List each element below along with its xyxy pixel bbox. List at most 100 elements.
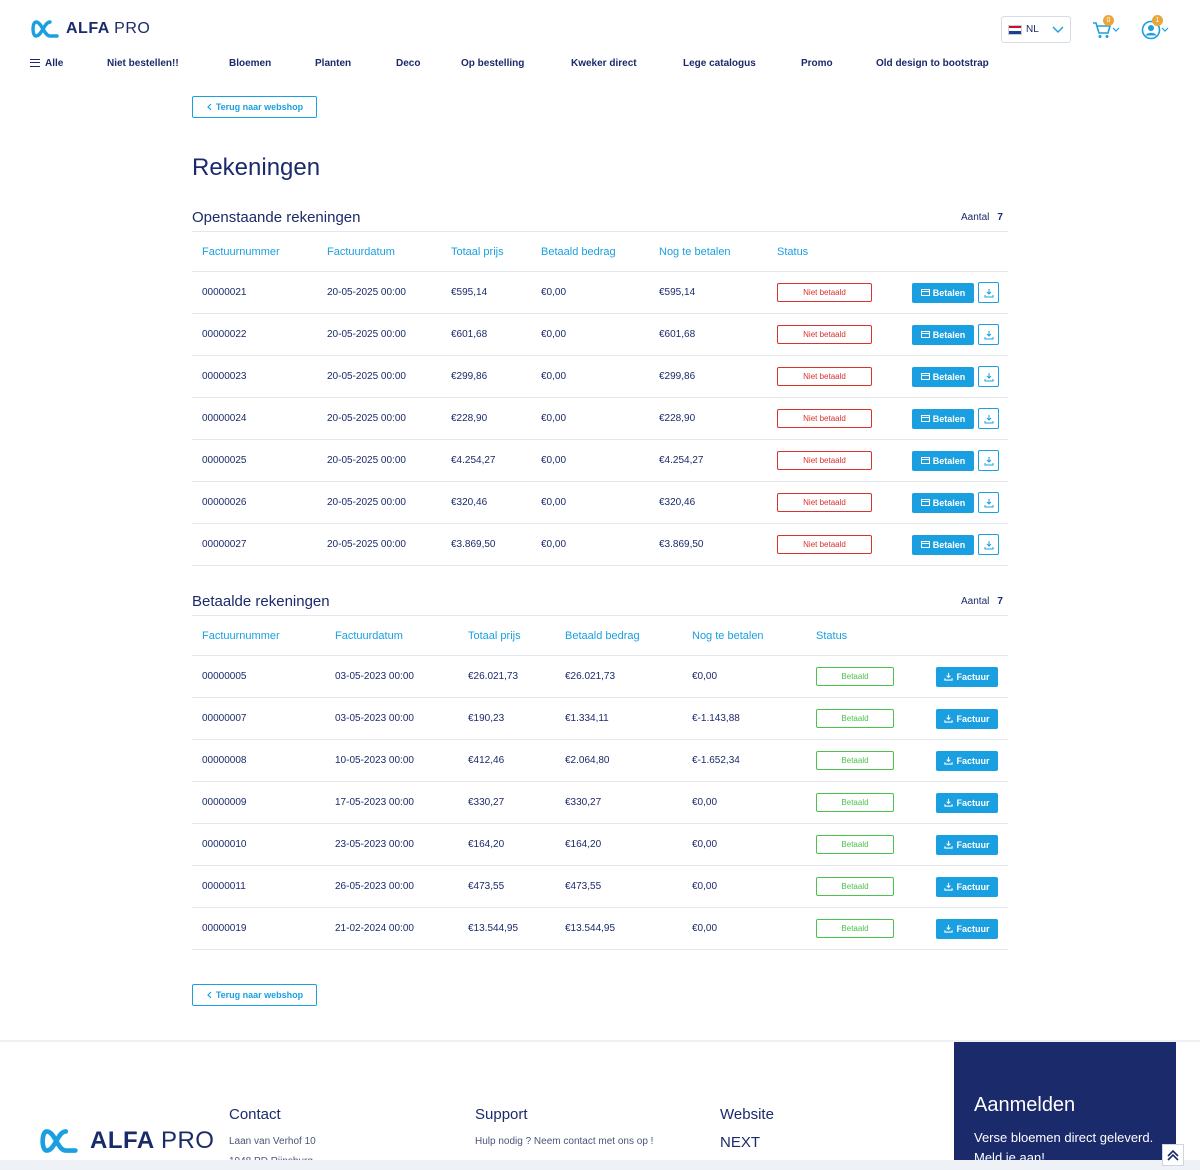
- invoice-download-button[interactable]: Factuur: [936, 918, 998, 939]
- cart-button[interactable]: 0: [1092, 15, 1120, 40]
- table-row: 00000023 20-05-2025 00:00 €299,86 €0,00 €299…: [192, 356, 1008, 398]
- download-button[interactable]: [978, 534, 999, 555]
- nav-item-niet-bestellen[interactable]: Niet bestellen!!: [107, 58, 179, 69]
- card-icon: [920, 457, 930, 464]
- invoice-total: €26.021,73: [468, 671, 519, 682]
- invoice-download-button[interactable]: Factuur: [936, 876, 998, 897]
- column-header[interactable]: Totaal prijs: [468, 629, 521, 642]
- table-row: 00000010 23-05-2023 00:00 €164,20 €164,20 €0…: [192, 824, 1008, 866]
- column-header[interactable]: Factuurnummer: [202, 245, 280, 258]
- nav-item-op-bestelling[interactable]: Op bestelling: [461, 58, 525, 69]
- card-icon: [920, 289, 930, 296]
- column-header[interactable]: Nog te betalen: [692, 629, 764, 642]
- language-select[interactable]: NL: [1001, 16, 1071, 43]
- status-cell: Betaald: [816, 656, 894, 697]
- invoice-amount-due: €299,86: [659, 371, 696, 382]
- nav-item-old-design[interactable]: Old design to bootstrap: [876, 58, 989, 69]
- column-header[interactable]: Totaal prijs: [451, 245, 504, 258]
- column-header[interactable]: Status: [777, 245, 809, 258]
- column-header[interactable]: Betaald bedrag: [541, 245, 616, 258]
- nav-item-planten[interactable]: Planten: [315, 58, 352, 69]
- nav-item-bloemen[interactable]: Bloemen: [229, 58, 272, 69]
- status-badge: Niet betaald: [777, 493, 872, 512]
- invoice-amount-due: €3.869,50: [659, 539, 704, 550]
- back-button-label: Terug naar webshop: [215, 102, 304, 112]
- download-icon: [944, 924, 954, 933]
- invoice-download-button[interactable]: Factuur: [936, 666, 998, 687]
- invoice-paid-amount: €0,00: [541, 539, 567, 550]
- pay-button[interactable]: Betalen: [912, 492, 974, 513]
- download-icon: [984, 288, 993, 297]
- status-badge: Niet betaald: [777, 283, 872, 302]
- footer-logo[interactable]: ALFA PRO: [36, 1126, 214, 1156]
- download-button[interactable]: [978, 408, 999, 429]
- download-icon: [944, 756, 954, 765]
- pay-button-label: Betalen: [932, 371, 966, 382]
- invoice-number: 00000005: [202, 671, 247, 682]
- card-icon: [920, 499, 930, 506]
- invoice-download-button[interactable]: Factuur: [936, 792, 998, 813]
- invoice-download-button[interactable]: Factuur: [936, 834, 998, 855]
- pay-button[interactable]: Betalen: [912, 450, 974, 471]
- invoice-amount-due: €0,00: [692, 881, 718, 892]
- invoice-total: €4.254,27: [451, 455, 496, 466]
- download-button[interactable]: [978, 450, 999, 471]
- download-button[interactable]: [978, 324, 999, 345]
- nav-item-deco[interactable]: Deco: [396, 58, 421, 69]
- back-to-webshop-button[interactable]: Terug naar webshop: [192, 96, 317, 118]
- invoice-amount-due: €0,00: [692, 923, 718, 934]
- actions-cell: Betalen: [912, 398, 999, 439]
- invoice-button-label: Factuur: [956, 881, 990, 892]
- card-icon: [920, 331, 930, 338]
- column-header[interactable]: Factuurdatum: [327, 245, 395, 258]
- status-badge: Niet betaald: [777, 535, 872, 554]
- invoice-download-button[interactable]: Factuur: [936, 750, 998, 771]
- account-button[interactable]: 1: [1141, 15, 1169, 40]
- column-header[interactable]: Nog te betalen: [659, 245, 731, 258]
- invoice-number: 00000007: [202, 713, 247, 724]
- signup-panel[interactable]: Aanmelden Verse bloemen direct geleverd.…: [954, 1042, 1176, 1170]
- card-icon: [920, 373, 930, 380]
- column-header[interactable]: Factuurnummer: [202, 629, 280, 642]
- invoice-button-label: Factuur: [956, 797, 990, 808]
- pay-button[interactable]: Betalen: [912, 534, 974, 555]
- nav-item-lege-catalogus[interactable]: Lege catalogus: [683, 58, 756, 69]
- invoice-paid-amount: €0,00: [541, 371, 567, 382]
- invoice-download-button[interactable]: Factuur: [936, 708, 998, 729]
- download-icon: [944, 882, 954, 891]
- download-button[interactable]: [978, 366, 999, 387]
- status-cell: Betaald: [816, 824, 894, 865]
- column-header[interactable]: Betaald bedrag: [565, 629, 640, 642]
- invoice-date: 10-05-2023 00:00: [335, 755, 414, 766]
- pay-button[interactable]: Betalen: [912, 282, 974, 303]
- brand-logo[interactable]: ALFA PRO: [30, 18, 150, 40]
- status-cell: Betaald: [816, 782, 894, 823]
- scroll-to-top-button[interactable]: [1162, 1144, 1184, 1166]
- invoice-total: €473,55: [468, 881, 505, 892]
- invoice-amount-due: €-1.652,34: [692, 755, 740, 766]
- footer-website-link[interactable]: NEXT: [720, 1134, 761, 1151]
- nav-item-kweker-direct[interactable]: Kweker direct: [571, 58, 637, 69]
- pay-button[interactable]: Betalen: [912, 408, 974, 429]
- status-badge: Betaald: [816, 877, 894, 896]
- nav-item-alle[interactable]: Alle: [30, 58, 63, 69]
- pay-button[interactable]: Betalen: [912, 324, 974, 345]
- chevron-left-icon: [206, 991, 212, 999]
- back-to-webshop-button[interactable]: Terug naar webshop: [192, 984, 317, 1006]
- pay-button[interactable]: Betalen: [912, 366, 974, 387]
- column-header[interactable]: Status: [816, 629, 848, 642]
- download-button[interactable]: [978, 282, 999, 303]
- chevron-left-icon: [206, 103, 212, 111]
- invoice-number: 00000023: [202, 371, 247, 382]
- pay-button-label: Betalen: [932, 539, 966, 550]
- status-badge: Betaald: [816, 751, 894, 770]
- footer-support-link[interactable]: Hulp nodig ? Neem contact met ons op !: [475, 1136, 654, 1147]
- download-button[interactable]: [978, 492, 999, 513]
- invoice-date: 20-05-2025 00:00: [327, 287, 406, 298]
- column-header[interactable]: Factuurdatum: [335, 629, 403, 642]
- invoice-total: €601,68: [451, 329, 488, 340]
- alfa-logo-icon: [31, 20, 59, 38]
- invoice-date: 20-05-2025 00:00: [327, 455, 406, 466]
- brand-name: ALFA PRO: [66, 20, 151, 37]
- nav-item-promo[interactable]: Promo: [801, 58, 833, 69]
